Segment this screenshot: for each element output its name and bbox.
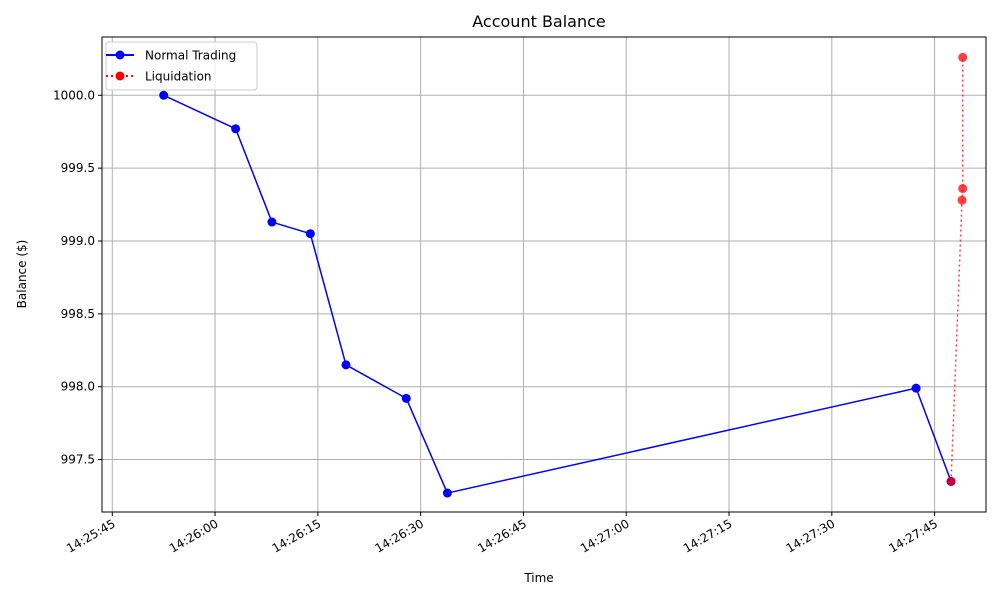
legend-box xyxy=(105,41,258,91)
liquidation-point xyxy=(957,195,967,205)
liquidation-point xyxy=(946,476,956,486)
normal-trading-point xyxy=(231,124,241,134)
y-tick-label: 998.5 xyxy=(61,307,95,321)
data-series xyxy=(159,52,968,498)
legend-normal-trading-label: Normal Trading xyxy=(145,49,236,63)
normal-trading-point xyxy=(442,488,452,498)
legend: Normal Trading Liquidation xyxy=(105,41,258,91)
chart-title: Account Balance xyxy=(472,12,606,31)
grid xyxy=(102,37,986,512)
liquidation-line xyxy=(950,57,964,482)
y-tick-label: 999.5 xyxy=(61,161,95,175)
normal-trading-point xyxy=(401,393,411,403)
y-tick-label: 997.5 xyxy=(61,453,95,467)
y-tick-label: 998.0 xyxy=(61,380,95,394)
legend-liquidation-marker xyxy=(115,71,125,81)
y-tick-label: 1000.0 xyxy=(53,88,95,102)
x-axis-title: Time xyxy=(523,571,553,585)
normal-trading-point xyxy=(305,229,315,239)
liquidation-point xyxy=(958,184,968,194)
legend-normal-trading-marker xyxy=(115,50,125,60)
liquidation-point xyxy=(958,52,968,62)
normal-trading-point xyxy=(341,360,351,370)
y-tick-label: 999.0 xyxy=(61,234,95,248)
normal-trading-point xyxy=(159,90,169,100)
legend-liquidation-label: Liquidation xyxy=(145,70,212,84)
normal-trading-point xyxy=(267,217,277,227)
y-axis-title: Balance ($) xyxy=(15,240,29,309)
normal-trading-point xyxy=(911,383,921,393)
plot-frame xyxy=(101,36,987,513)
